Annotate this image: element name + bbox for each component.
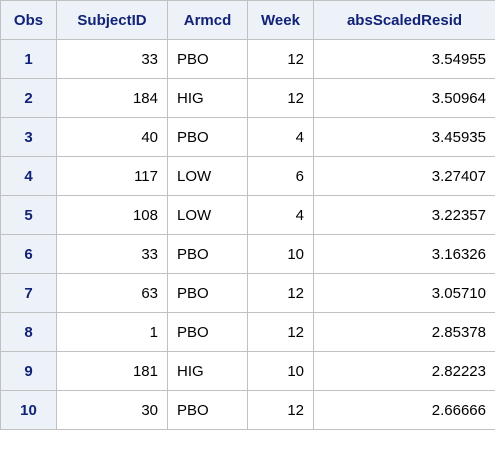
armcd-cell: PBO <box>167 117 248 157</box>
armcd-cell: LOW <box>167 195 248 235</box>
absscaledresid-cell: 3.45935 <box>313 117 495 157</box>
week-cell: 12 <box>247 312 314 352</box>
column-header-absscaledresid: absScaledResid <box>313 0 495 40</box>
absscaledresid-cell: 3.54955 <box>313 39 495 79</box>
table-row: 2 184 HIG 12 3.50964 <box>0 78 495 118</box>
obs-cell: 8 <box>0 312 57 352</box>
obs-cell: 4 <box>0 156 57 196</box>
header-row: Obs SubjectID Armcd Week absScaledResid <box>0 0 495 40</box>
table-header: Obs SubjectID Armcd Week absScaledResid <box>0 0 495 40</box>
armcd-cell: PBO <box>167 234 248 274</box>
subjectid-cell: 184 <box>56 78 168 118</box>
absscaledresid-cell: 2.82223 <box>313 351 495 391</box>
week-cell: 12 <box>247 390 314 430</box>
column-header-week: Week <box>247 0 314 40</box>
armcd-cell: PBO <box>167 390 248 430</box>
table-row: 10 30 PBO 12 2.66666 <box>0 390 495 430</box>
obs-cell: 6 <box>0 234 57 274</box>
obs-cell: 1 <box>0 39 57 79</box>
armcd-cell: LOW <box>167 156 248 196</box>
table-row: 5 108 LOW 4 3.22357 <box>0 195 495 235</box>
column-header-subjectid: SubjectID <box>56 0 168 40</box>
table-row: 9 181 HIG 10 2.82223 <box>0 351 495 391</box>
subjectid-cell: 108 <box>56 195 168 235</box>
absscaledresid-cell: 3.05710 <box>313 273 495 313</box>
absscaledresid-cell: 3.16326 <box>313 234 495 274</box>
obs-cell: 9 <box>0 351 57 391</box>
week-cell: 10 <box>247 351 314 391</box>
week-cell: 12 <box>247 78 314 118</box>
column-header-obs: Obs <box>0 0 57 40</box>
results-table: Obs SubjectID Armcd Week absScaledResid … <box>0 0 495 430</box>
subjectid-cell: 63 <box>56 273 168 313</box>
subjectid-cell: 181 <box>56 351 168 391</box>
table-row: 6 33 PBO 10 3.16326 <box>0 234 495 274</box>
armcd-cell: HIG <box>167 351 248 391</box>
absscaledresid-cell: 2.85378 <box>313 312 495 352</box>
week-cell: 6 <box>247 156 314 196</box>
obs-cell: 5 <box>0 195 57 235</box>
week-cell: 4 <box>247 195 314 235</box>
armcd-cell: PBO <box>167 273 248 313</box>
week-cell: 12 <box>247 273 314 313</box>
column-header-armcd: Armcd <box>167 0 248 40</box>
week-cell: 12 <box>247 39 314 79</box>
table-row: 1 33 PBO 12 3.54955 <box>0 39 495 79</box>
subjectid-cell: 33 <box>56 234 168 274</box>
obs-cell: 7 <box>0 273 57 313</box>
table-row: 4 117 LOW 6 3.27407 <box>0 156 495 196</box>
subjectid-cell: 40 <box>56 117 168 157</box>
absscaledresid-cell: 3.50964 <box>313 78 495 118</box>
obs-cell: 10 <box>0 390 57 430</box>
armcd-cell: HIG <box>167 78 248 118</box>
subjectid-cell: 117 <box>56 156 168 196</box>
absscaledresid-cell: 3.22357 <box>313 195 495 235</box>
week-cell: 10 <box>247 234 314 274</box>
table-row: 3 40 PBO 4 3.45935 <box>0 117 495 157</box>
subjectid-cell: 33 <box>56 39 168 79</box>
armcd-cell: PBO <box>167 312 248 352</box>
subjectid-cell: 1 <box>56 312 168 352</box>
obs-cell: 2 <box>0 78 57 118</box>
subjectid-cell: 30 <box>56 390 168 430</box>
obs-cell: 3 <box>0 117 57 157</box>
week-cell: 4 <box>247 117 314 157</box>
table-row: 7 63 PBO 12 3.05710 <box>0 273 495 313</box>
table-body: 1 33 PBO 12 3.54955 2 184 HIG 12 3.50964 3 40 PBO 4 3.… <box>0 39 495 430</box>
absscaledresid-cell: 3.27407 <box>313 156 495 196</box>
armcd-cell: PBO <box>167 39 248 79</box>
table-row: 8 1 PBO 12 2.85378 <box>0 312 495 352</box>
absscaledresid-cell: 2.66666 <box>313 390 495 430</box>
